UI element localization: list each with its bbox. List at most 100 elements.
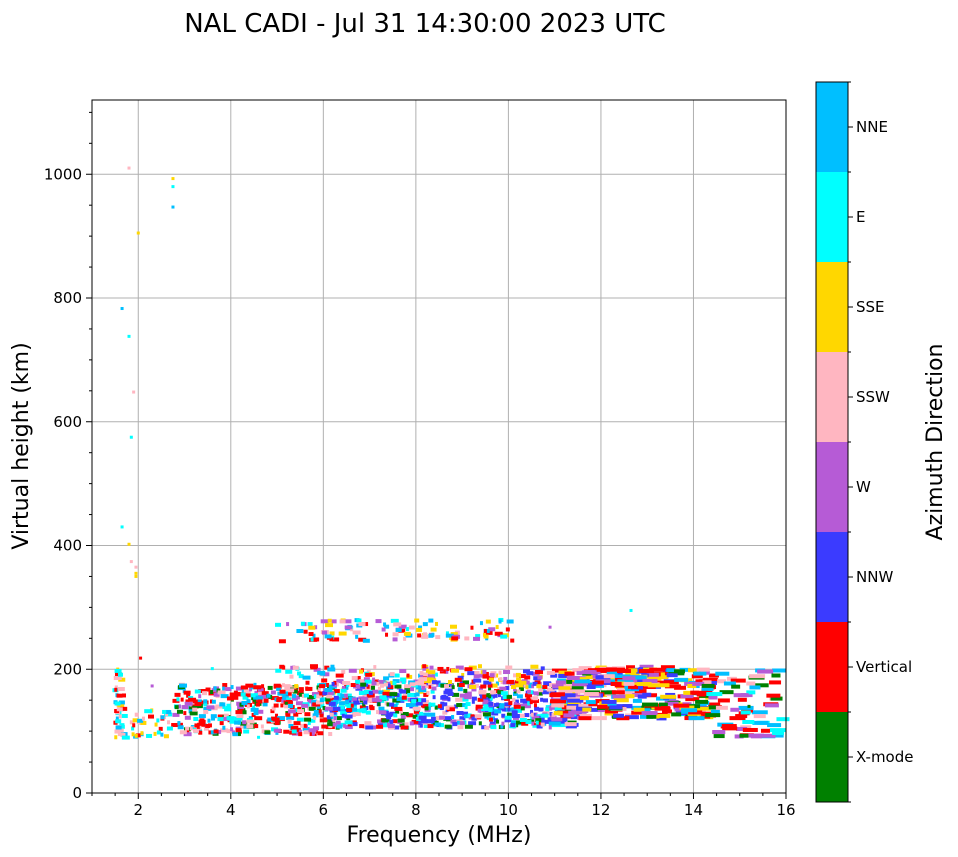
echo-point (521, 721, 529, 726)
echo-point (510, 720, 516, 725)
echo-point (376, 724, 384, 729)
echo-point (352, 712, 361, 717)
echo-point (319, 691, 326, 696)
echo-point (321, 724, 329, 729)
echo-point (144, 709, 153, 714)
echo-point (297, 671, 302, 676)
echo-point (336, 724, 343, 729)
echo-point (307, 721, 311, 726)
echo-point (526, 689, 531, 694)
echo-point (198, 714, 206, 719)
echo-point (390, 680, 395, 685)
echo-point (338, 705, 345, 710)
echo-point (127, 542, 131, 546)
echo-point (421, 681, 430, 686)
echo-point (695, 699, 709, 704)
echo-point (282, 665, 286, 670)
echo-point (416, 627, 423, 632)
echo-point (340, 688, 347, 693)
echo-point (312, 702, 321, 707)
echo-point (412, 714, 420, 719)
echo-point (514, 699, 519, 704)
echo-point (331, 681, 335, 686)
echo-point (522, 699, 530, 704)
grid-lines (92, 100, 787, 794)
echo-point (695, 679, 705, 684)
echo-point (719, 690, 734, 695)
echo-point (172, 698, 180, 703)
y-axis-label: Virtual height (km) (9, 342, 34, 549)
echo-point (428, 618, 434, 623)
echo-point (293, 712, 299, 717)
echo-point (470, 625, 474, 630)
echo-point (316, 694, 323, 699)
echo-point (318, 687, 322, 692)
echo-point (326, 715, 331, 720)
echo-point (511, 697, 516, 702)
echo-point (608, 677, 624, 682)
echo-point (463, 720, 467, 725)
echo-point (539, 715, 545, 720)
echo-point (462, 711, 469, 716)
echo-point (167, 720, 171, 725)
echo-point (571, 686, 584, 691)
echo-point (530, 664, 539, 669)
echo-point (329, 712, 334, 717)
echo-point (311, 692, 319, 697)
echo-point (551, 712, 556, 717)
echo-point (434, 705, 438, 710)
x-tick-label: 14 (684, 801, 703, 819)
echo-point (332, 722, 337, 727)
echo-point (616, 704, 633, 709)
colorbar: X-mode Vertical NNW W SSW SSE E NNE (815, 81, 913, 803)
echo-point (267, 717, 272, 722)
echo-point (238, 731, 242, 736)
echo-point (679, 667, 691, 672)
echo-point (206, 705, 215, 710)
echo-point (395, 709, 400, 714)
echo-point (407, 692, 415, 697)
echo-point (534, 706, 540, 711)
echo-point (504, 718, 512, 723)
echo-point (301, 693, 306, 698)
echo-point (281, 683, 285, 688)
echo-point (239, 702, 244, 707)
echo-point (326, 694, 333, 699)
echo-point (483, 628, 487, 633)
echo-point (630, 675, 647, 680)
echo-point (261, 684, 265, 689)
echo-point (430, 689, 435, 694)
echo-point (666, 673, 678, 678)
echo-point (418, 625, 423, 630)
echo-point (623, 681, 635, 686)
echo-point (213, 686, 217, 691)
echo-point (292, 689, 298, 694)
echo-point (538, 719, 546, 724)
echo-point (493, 718, 498, 723)
echo-point (218, 729, 222, 734)
echo-point (384, 701, 388, 706)
echo-point (459, 716, 466, 721)
echo-point (400, 711, 409, 716)
echo-point (648, 676, 662, 681)
echo-point (232, 732, 241, 737)
echo-point (633, 707, 645, 712)
echo-point (535, 720, 539, 725)
echo-point (595, 675, 611, 680)
echo-point (137, 718, 144, 723)
echo-point (358, 637, 367, 642)
chart-title: NAL CADI - Jul 31 14:30:00 2023 UTC (184, 9, 666, 39)
echo-point (435, 621, 439, 626)
echo-point (389, 711, 397, 716)
echo-point (497, 690, 504, 695)
echo-point (194, 702, 202, 707)
echo-point (636, 682, 652, 687)
echo-point (210, 690, 214, 695)
echo-point (183, 690, 191, 695)
echo-point (116, 693, 123, 698)
echo-point (322, 630, 328, 635)
echo-point (303, 723, 307, 728)
echo-point (134, 565, 138, 569)
echo-point (282, 695, 287, 700)
echo-point (185, 699, 190, 704)
